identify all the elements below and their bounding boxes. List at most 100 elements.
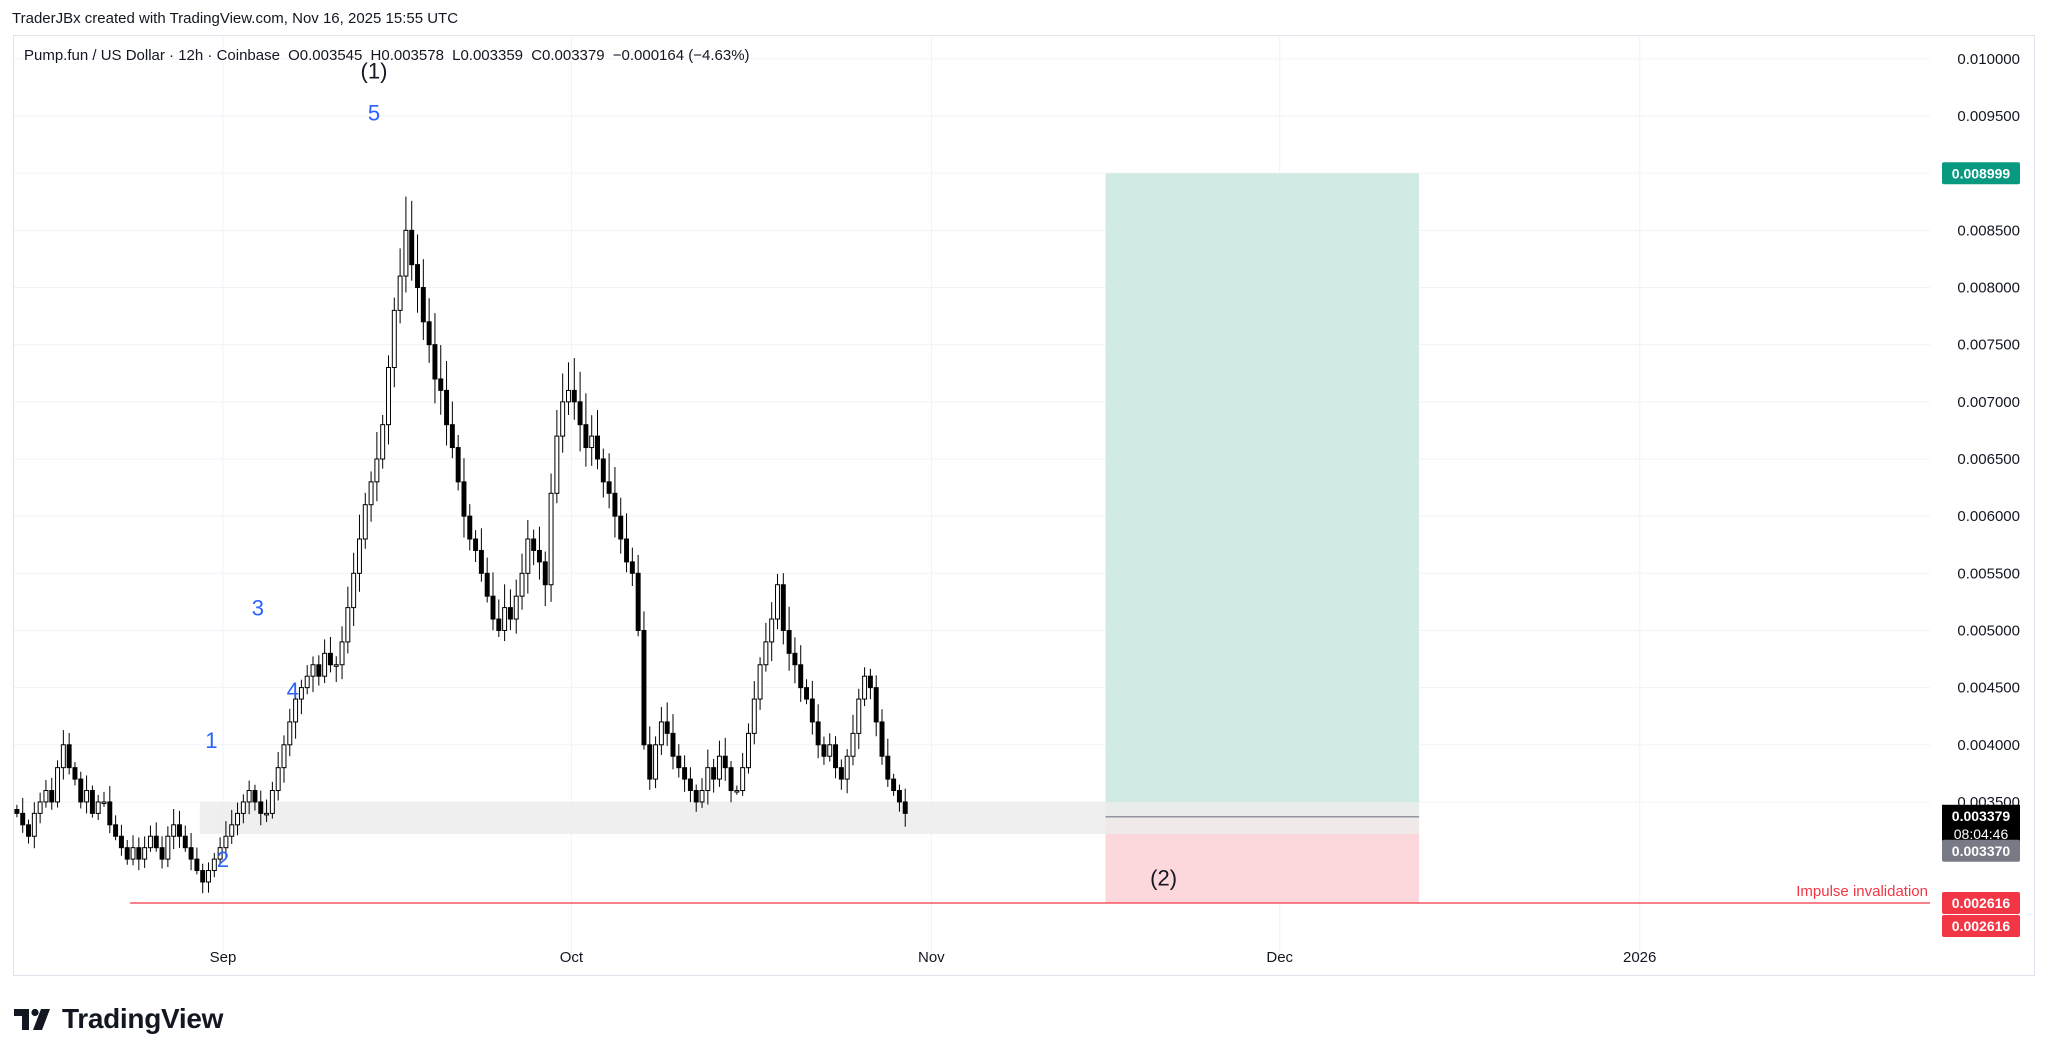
x-tick-label: Sep <box>210 949 237 966</box>
candle-body <box>589 435 595 449</box>
tradingview-logo[interactable]: TradingView <box>14 1003 223 1035</box>
target-price-value: 0.008999 <box>1952 165 2011 181</box>
candle-body <box>339 641 345 666</box>
candle-body <box>304 675 310 689</box>
x-tick-label: Nov <box>918 949 945 966</box>
chart-frame <box>13 35 2035 976</box>
tradingview-wordmark: TradingView <box>62 1003 224 1034</box>
legend-close: C0.003379 <box>531 47 605 64</box>
candle-body <box>327 652 333 666</box>
candle-body <box>699 790 705 803</box>
wave-label: 2 <box>217 847 229 872</box>
candle-body <box>606 481 612 494</box>
candle-body <box>113 824 119 837</box>
candle-body <box>206 870 211 883</box>
candle-body <box>293 698 299 723</box>
candle-body <box>804 687 810 700</box>
y-tick-label: 0.005000 <box>1957 622 2020 639</box>
candle-body <box>269 790 275 814</box>
candle-body <box>711 767 717 780</box>
candle-body <box>176 824 182 837</box>
candle-body <box>14 808 20 814</box>
candle-body <box>827 744 833 757</box>
candle-body <box>31 812 37 837</box>
x-tick-label: Dec <box>1266 949 1293 966</box>
candle-body <box>194 858 200 872</box>
candle-body <box>705 767 711 792</box>
candle-body <box>786 629 792 654</box>
candle-body <box>856 698 862 734</box>
candle-body <box>757 664 763 700</box>
candle-body <box>426 321 432 346</box>
candle-body <box>641 629 647 746</box>
stop-price-badge: 0.002616 <box>1942 915 2020 938</box>
candle-body <box>769 618 775 643</box>
candle-body <box>391 309 397 369</box>
candle-body <box>815 721 821 746</box>
target-price-badge-bg <box>1942 162 2020 185</box>
legend-symbol: Pump.fun / US Dollar · 12h · Coinbase <box>24 47 280 64</box>
candle-body <box>298 687 304 700</box>
candle-body <box>612 492 618 517</box>
candle-body <box>548 492 554 586</box>
candle-body <box>438 378 444 391</box>
candle-body <box>867 675 873 689</box>
candle-body <box>281 744 287 769</box>
candle-body <box>449 424 455 449</box>
candle-body <box>356 538 362 574</box>
candle-body <box>351 572 357 609</box>
y-tick-label: 0.006000 <box>1957 508 2020 525</box>
invalidation-label: Impulse invalidation <box>1796 883 1928 900</box>
candle-body <box>240 801 246 814</box>
candle-body <box>107 801 113 826</box>
candle-body <box>142 847 148 860</box>
candle-body <box>751 698 757 734</box>
stop-price-badge-bg <box>1942 915 2020 938</box>
candle-body <box>722 755 728 769</box>
candle-body <box>49 790 55 803</box>
candle-body <box>200 870 206 883</box>
stop-price-value: 0.002616 <box>1952 918 2011 934</box>
candle-body <box>728 767 734 792</box>
candle-body <box>780 584 786 631</box>
candle-body <box>287 721 293 746</box>
candle-body <box>560 401 566 437</box>
candle-body <box>124 847 130 860</box>
candle-body <box>211 858 217 872</box>
candle-body <box>687 778 693 792</box>
candle-body <box>467 515 473 540</box>
candle-body <box>182 835 188 849</box>
candle-body <box>159 847 165 860</box>
last-price-badge: 0.003379 08:04:46 <box>1942 804 2020 845</box>
candle-body <box>275 767 281 792</box>
candle-body <box>95 801 101 814</box>
candle-body <box>519 572 525 597</box>
candle-body <box>26 824 31 837</box>
y-tick-label: 0.007500 <box>1957 337 2020 354</box>
y-tick-label: 0.006500 <box>1957 451 2020 468</box>
candle-body <box>78 778 84 803</box>
candle-body <box>862 675 868 700</box>
candle-body <box>502 607 508 631</box>
tradingview-logo-icon <box>14 1008 50 1030</box>
candle-body <box>583 424 589 449</box>
candle-body <box>658 721 664 746</box>
candle-body <box>345 607 351 643</box>
candle-body <box>264 812 270 816</box>
target-zone <box>1105 173 1420 817</box>
candle-body <box>188 847 194 860</box>
candle-body <box>333 664 339 667</box>
candle-body <box>763 641 769 666</box>
candle-body <box>554 435 560 494</box>
candle-body <box>165 835 171 860</box>
candle-body <box>229 824 235 837</box>
legend-change: −0.000164 (−4.63%) <box>612 47 750 64</box>
candle-body <box>635 572 641 631</box>
candle-body <box>478 549 484 574</box>
price-chart[interactable]: Impulse invalidation 1 2 3 4 5 (1) (2) 0.010000 0… <box>0 0 2047 1000</box>
candle-body <box>693 790 699 803</box>
candle-body <box>136 847 142 860</box>
symbol-legend[interactable]: Pump.fun / US Dollar · 12h · Coinbase O0… <box>24 47 754 64</box>
y-tick-label: 0.008000 <box>1957 280 2020 297</box>
candle-body <box>473 538 479 551</box>
